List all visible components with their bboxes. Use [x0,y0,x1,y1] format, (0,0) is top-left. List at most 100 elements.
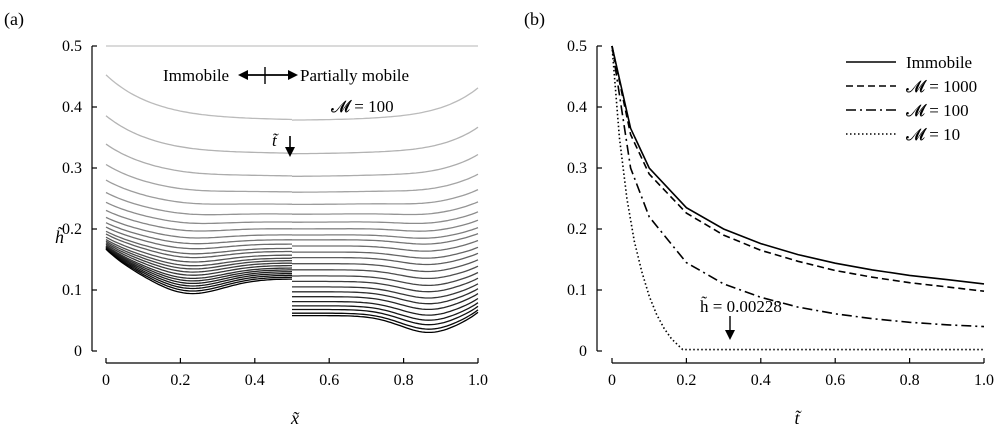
profile-curve-left [105,230,292,255]
x-tick-label: 0.4 [245,372,265,389]
profile-curve-left [105,74,293,121]
profile-curve-left [105,209,292,232]
profile-curve-right [292,265,479,280]
profile-curve-right [292,259,479,273]
x-tick-label: 0.8 [900,372,920,389]
profile-curve-right [292,293,479,311]
panel-a-y-ticks: 0 0.1 0.2 0.3 0.4 0.5 [62,38,97,360]
panel-b-label: (b) [524,9,545,30]
profile-curve-left [105,191,292,216]
legend-label: Immobile [906,53,972,72]
x-tick-label: 1.0 [974,372,994,389]
profile-curve-right [292,283,479,299]
x-tick-label: 0.6 [319,372,339,389]
profile-curve-left [105,233,292,259]
series-line [611,45,985,285]
panel-a: (a) 0 0.2 0.4 0.6 0.8 1.0 0 0.1 0.2 0.3 0.4 0.5 h̃… [4,9,488,428]
panel-b-y-ticks: 0 0.1 0.2 0.3 0.4 0.5 [567,38,602,360]
y-tick-label: 0.4 [567,99,587,116]
profile-curve-right [292,189,479,206]
y-tick-label: 0 [579,343,587,360]
profile-curve-left [105,246,293,285]
profile-curve-left [105,245,293,280]
profile-curve-right [292,239,479,252]
profile-curve-left [105,216,292,239]
profile-curve-right [292,252,479,266]
down-arrow-icon [725,316,735,340]
panel-a-x-ticks: 0 0.2 0.4 0.6 0.8 1.0 [102,358,488,389]
profile-curve-right [292,226,479,239]
profile-curve-right [292,288,479,305]
profile-curve-left [105,226,292,250]
profile-curve-right [292,309,479,330]
profile-curve-left [105,163,293,193]
y-tick-label: 0.4 [62,99,82,116]
profile-curve-left [105,242,292,273]
profile-curve-right [292,126,479,155]
profile-curve-left [105,222,292,245]
y-tick-label: 0.5 [62,38,82,55]
profile-curve-right [292,302,479,321]
profile-curve-right [292,219,479,232]
x-tick-label: 0.8 [394,372,414,389]
panel-a-y-label: h̃ [55,226,65,247]
x-tick-label: 0.4 [751,372,771,389]
panel-b-x-ticks: 0 0.2 0.4 0.6 0.8 1.0 [608,358,994,389]
profile-curve-right [292,305,479,326]
profile-curve-right [292,297,479,316]
series-line [611,45,985,328]
mobility-label: 𝓜 = 100 [331,97,394,116]
x-tick-label: 0.2 [170,372,190,389]
immobile-region-label: Immobile [163,66,229,85]
profile-curve-left [105,115,293,154]
x-tick-label: 0.6 [825,372,845,389]
partially-mobile-region-label: Partially mobile [300,66,409,85]
y-tick-label: 0.1 [62,282,82,299]
profile-curve-left [105,143,292,177]
double-arrow-icon [238,67,298,84]
legend-label: 𝓜 = 10 [906,125,960,144]
profile-curve-right [292,153,479,177]
time-arrow-label: t̃ [272,131,279,150]
profile-curve-right [291,87,479,121]
profile-curve-left [105,248,293,292]
series-line [611,45,985,292]
profile-curve-right [292,246,479,259]
threshold-annotation: h̃ = 0.00228 [700,297,782,316]
profile-curve-left [105,243,292,276]
y-tick-label: 0.5 [567,38,587,55]
y-tick-label: 0.3 [567,160,587,177]
y-tick-label: 0.3 [62,160,82,177]
profile-curve-right [292,173,479,193]
panel-a-curves [105,45,479,334]
panel-b-curves [611,45,985,351]
panel-a-label: (a) [4,9,24,30]
x-tick-label: 0 [102,372,110,389]
y-tick-label: 0 [74,343,82,360]
x-tick-label: 1.0 [468,372,488,389]
profile-curve-left [105,239,293,267]
down-arrow-icon [285,136,295,157]
profile-curve-right [292,211,479,225]
profile-curve-left [105,247,292,290]
profile-curve-left [105,247,292,287]
profile-curve-right [292,311,479,334]
profile-curve-left [105,201,292,225]
x-tick-label: 0 [608,372,616,389]
y-tick-label: 0.2 [62,221,82,238]
y-tick-label: 0.1 [567,282,587,299]
legend-label: 𝓜 = 1000 [906,77,977,96]
panel-b-legend: Immobile 𝓜 = 1000 𝓜 = 100 𝓜 = 10 [846,53,977,144]
profile-curve-right [292,232,479,245]
x-tick-label: 0.2 [676,372,696,389]
profile-curve-left [105,248,292,295]
profile-curve-left [105,179,292,205]
legend-label: 𝓜 = 100 [906,101,969,120]
profile-curve-right [292,277,479,293]
profile-curve-left [105,236,292,263]
profile-curve-right [292,201,479,216]
profile-curve-left [105,245,292,282]
panel-b-x-label: t̃ [794,408,802,428]
profile-curve-right [292,271,479,287]
